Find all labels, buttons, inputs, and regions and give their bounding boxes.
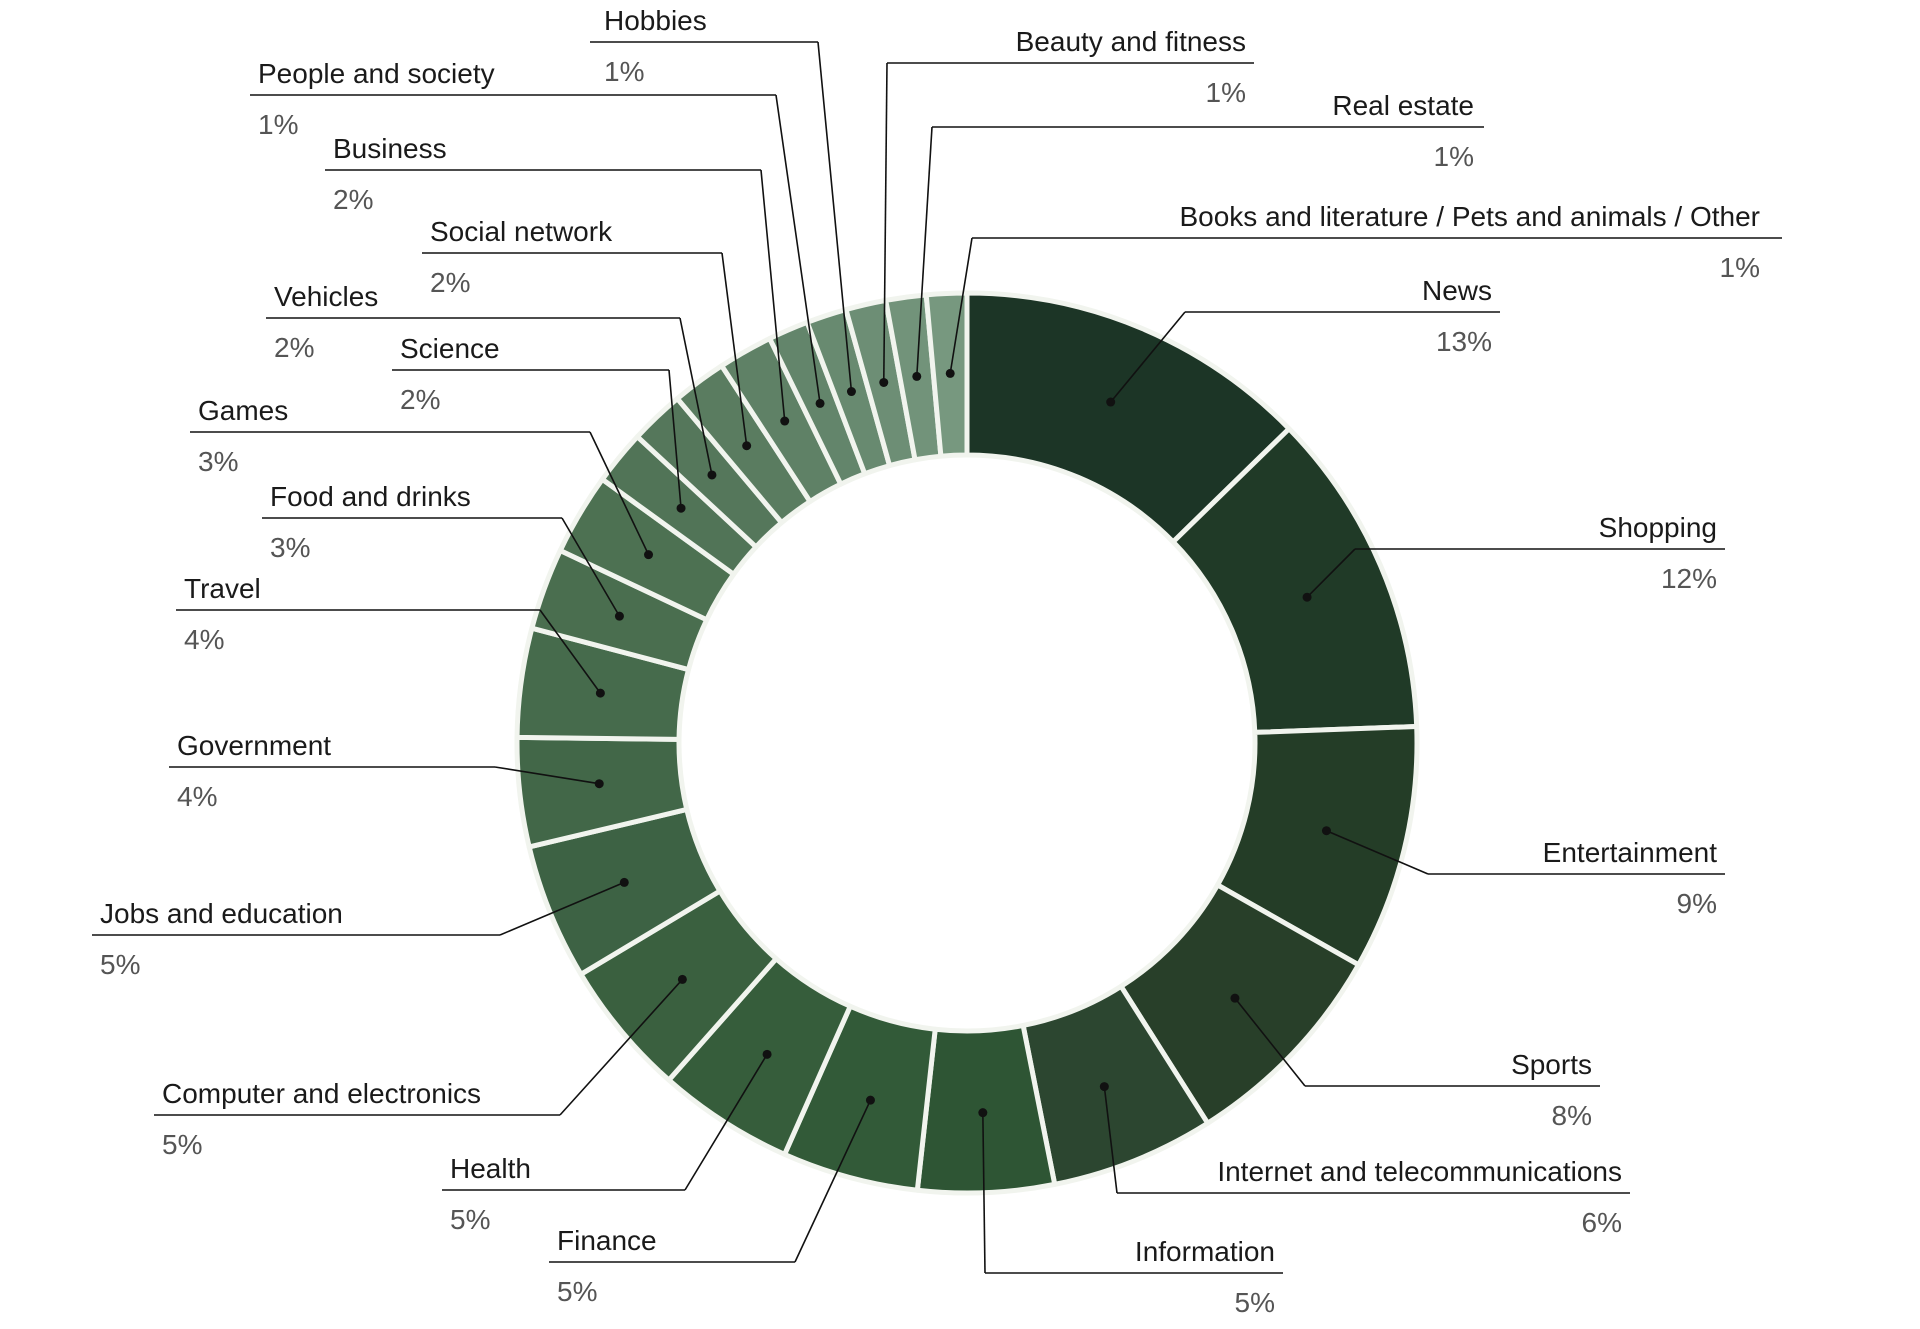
leader-dot-books-and-literature-pets-and-animals-other [945, 368, 955, 378]
percent-label: 2% [333, 184, 373, 215]
category-label: Travel [184, 573, 261, 604]
category-label: Vehicles [274, 281, 378, 312]
leader-dot-sports [1230, 993, 1240, 1003]
leader-dot-government [594, 779, 604, 789]
percent-label: 12% [1661, 563, 1717, 594]
leader-line-people-and-society [775, 94, 821, 404]
leader-dot-beauty-and-fitness [879, 377, 889, 387]
leader-line-information [982, 1112, 986, 1274]
leader-line-beauty-and-fitness [882, 62, 888, 383]
percent-label: 5% [162, 1129, 202, 1160]
percent-label: 8% [1552, 1100, 1592, 1131]
leader-line-games [589, 431, 650, 555]
category-label: Business [333, 133, 447, 164]
category-label: Jobs and education [100, 898, 343, 929]
leader-line-real-estate [915, 126, 933, 377]
category-label: Finance [557, 1225, 657, 1256]
category-label: Shopping [1599, 512, 1717, 543]
percent-label: 5% [100, 949, 140, 980]
leader-dot-social-network [742, 441, 752, 451]
leader-dot-entertainment [1321, 826, 1331, 836]
leader-line-social-network [721, 252, 748, 446]
leader-line-food-and-drinks [561, 517, 621, 617]
percent-label: 3% [198, 446, 238, 477]
category-label: Real estate [1332, 90, 1474, 121]
percent-label: 1% [258, 109, 298, 140]
leader-dot-internet-and-telecommunications [1099, 1082, 1109, 1092]
category-label: Entertainment [1543, 837, 1718, 868]
percent-label: 1% [1720, 252, 1760, 283]
percent-label: 4% [177, 781, 217, 812]
percent-label: 1% [1206, 77, 1246, 108]
leader-line-computer-and-electronics [559, 978, 683, 1116]
leader-line-internet-and-telecommunications [1103, 1086, 1118, 1194]
category-label: Science [400, 333, 500, 364]
percent-label: 3% [270, 532, 310, 563]
percent-label: 5% [1235, 1287, 1275, 1318]
category-label: Health [450, 1153, 531, 1184]
leader-dot-business [780, 416, 790, 426]
donut-labels: News 13% Shopping 12% Entertainment 9% Sports 8… [92, 5, 1782, 1318]
category-label: Sports [1511, 1049, 1592, 1080]
leader-line-jobs-and-education [499, 881, 625, 936]
leader-dot-real-estate [912, 371, 922, 381]
leader-line-travel [539, 609, 602, 694]
category-label: Internet and telecommunications [1217, 1156, 1622, 1187]
leader-dot-finance [865, 1095, 875, 1105]
leader-dot-shopping [1302, 592, 1312, 602]
leader-line-government [494, 766, 600, 785]
percent-label: 1% [604, 56, 644, 87]
leader-line-shopping [1306, 548, 1356, 598]
category-label: Government [177, 730, 331, 761]
category-label: Hobbies [604, 5, 707, 36]
category-label: News [1422, 275, 1492, 306]
leader-line-business [760, 169, 786, 422]
percent-label: 2% [400, 384, 440, 415]
leader-line-vehicles [679, 317, 713, 476]
percent-label: 6% [1582, 1207, 1622, 1238]
leader-dot-science [676, 503, 686, 513]
leader-line-entertainment [1326, 829, 1429, 875]
percent-label: 4% [184, 624, 224, 655]
leader-dot-people-and-society [815, 398, 825, 408]
leader-line-sports [1234, 997, 1306, 1087]
leader-line-books-and-literature-pets-and-animals-other [949, 237, 973, 374]
leader-dot-travel [595, 688, 605, 698]
category-label: Computer and electronics [162, 1078, 481, 1109]
percent-label: 5% [450, 1204, 490, 1235]
leader-dot-health [762, 1049, 772, 1059]
leader-line-health [684, 1053, 768, 1191]
leader-dot-jobs-and-education [619, 877, 629, 887]
percent-label: 2% [274, 332, 314, 363]
category-label: Books and literature / Pets and animals … [1179, 201, 1760, 232]
leader-dot-news [1106, 397, 1116, 407]
percent-label: 1% [1434, 141, 1474, 172]
category-label: People and society [258, 58, 495, 89]
leader-line-finance [794, 1099, 872, 1263]
percent-label: 2% [430, 267, 470, 298]
leader-dot-hobbies [846, 387, 856, 397]
leader-dot-computer-and-electronics [677, 974, 687, 984]
leader-dot-information [978, 1108, 988, 1118]
category-label: Food and drinks [270, 481, 471, 512]
donut-segments [514, 290, 1420, 1196]
category-label: Information [1135, 1236, 1275, 1267]
leader-line-hobbies [817, 41, 853, 392]
category-label: Social network [430, 216, 613, 247]
percent-label: 9% [1677, 888, 1717, 919]
category-label: Beauty and fitness [1016, 26, 1246, 57]
leader-dot-games [644, 550, 654, 560]
leader-line-science [668, 369, 682, 509]
percent-label: 13% [1436, 326, 1492, 357]
leader-line-news [1110, 311, 1186, 403]
leader-dot-vehicles [707, 470, 717, 480]
percent-label: 5% [557, 1276, 597, 1307]
category-label: Games [198, 395, 288, 426]
leader-dot-food-and-drinks [614, 611, 624, 621]
